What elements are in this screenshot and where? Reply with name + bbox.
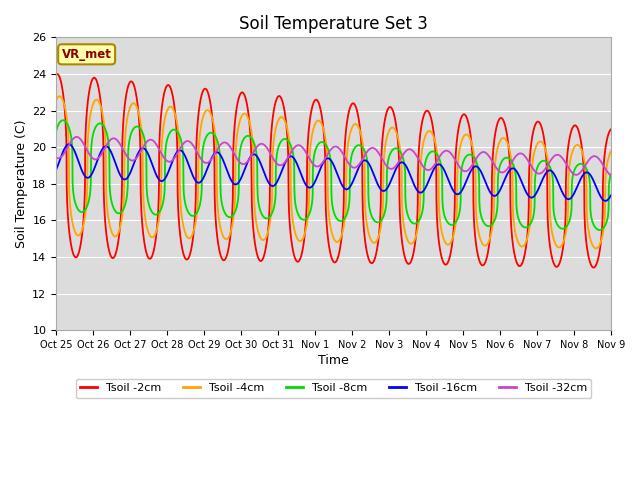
Tsoil -4cm xyxy=(265,225,273,230)
Tsoil -4cm xyxy=(52,97,60,103)
Line: Tsoil -2cm: Tsoil -2cm xyxy=(56,74,611,267)
Tsoil -32cm xyxy=(596,157,604,163)
Y-axis label: Soil Temperature (C): Soil Temperature (C) xyxy=(15,120,28,248)
Tsoil -4cm xyxy=(116,227,124,232)
Tsoil -32cm xyxy=(289,146,297,152)
Tsoil -16cm xyxy=(52,167,60,172)
Tsoil -2cm xyxy=(590,264,598,270)
Tsoil -4cm xyxy=(592,245,600,251)
Tsoil -32cm xyxy=(73,134,81,140)
Tsoil -8cm xyxy=(59,118,67,123)
Tsoil -32cm xyxy=(116,141,124,146)
Legend: Tsoil -2cm, Tsoil -4cm, Tsoil -8cm, Tsoil -16cm, Tsoil -32cm: Tsoil -2cm, Tsoil -4cm, Tsoil -8cm, Tsoi… xyxy=(76,379,591,398)
Line: Tsoil -8cm: Tsoil -8cm xyxy=(56,120,611,230)
Tsoil -2cm xyxy=(116,228,124,234)
Tsoil -2cm xyxy=(289,248,297,254)
Tsoil -16cm xyxy=(116,171,124,177)
Tsoil -16cm xyxy=(602,198,609,204)
Tsoil -8cm xyxy=(596,227,604,233)
Tsoil -16cm xyxy=(148,162,156,168)
Line: Tsoil -4cm: Tsoil -4cm xyxy=(56,96,611,248)
Tsoil -4cm xyxy=(148,234,156,240)
Tsoil -32cm xyxy=(607,172,614,178)
Tsoil -8cm xyxy=(148,210,156,216)
Tsoil -8cm xyxy=(116,210,124,216)
Tsoil -16cm xyxy=(265,180,273,186)
Tsoil -16cm xyxy=(607,192,614,198)
X-axis label: Time: Time xyxy=(318,354,349,367)
Tsoil -4cm xyxy=(536,139,544,144)
Text: VR_met: VR_met xyxy=(61,48,111,61)
Tsoil -16cm xyxy=(289,155,297,160)
Tsoil -16cm xyxy=(536,181,544,187)
Tsoil -2cm xyxy=(52,72,60,78)
Tsoil -16cm xyxy=(65,141,73,147)
Tsoil -16cm xyxy=(596,193,604,199)
Tsoil -2cm xyxy=(607,127,614,132)
Tsoil -32cm xyxy=(265,148,273,154)
Tsoil -8cm xyxy=(596,227,604,233)
Tsoil -32cm xyxy=(52,155,60,160)
Tsoil -8cm xyxy=(607,171,614,177)
Tsoil -2cm xyxy=(596,244,604,250)
Tsoil -8cm xyxy=(52,128,60,134)
Tsoil -4cm xyxy=(596,240,604,246)
Tsoil -4cm xyxy=(56,93,63,99)
Tsoil -2cm xyxy=(536,121,544,127)
Tsoil -8cm xyxy=(536,159,544,165)
Tsoil -2cm xyxy=(148,252,156,258)
Tsoil -32cm xyxy=(536,170,544,176)
Tsoil -32cm xyxy=(148,137,156,143)
Tsoil -4cm xyxy=(607,148,614,154)
Tsoil -4cm xyxy=(289,220,297,226)
Tsoil -2cm xyxy=(265,215,273,220)
Tsoil -2cm xyxy=(53,71,61,77)
Title: Soil Temperature Set 3: Soil Temperature Set 3 xyxy=(239,15,428,33)
Line: Tsoil -32cm: Tsoil -32cm xyxy=(56,137,611,175)
Tsoil -8cm xyxy=(289,151,297,157)
Tsoil -8cm xyxy=(265,215,273,220)
Line: Tsoil -16cm: Tsoil -16cm xyxy=(56,144,611,201)
